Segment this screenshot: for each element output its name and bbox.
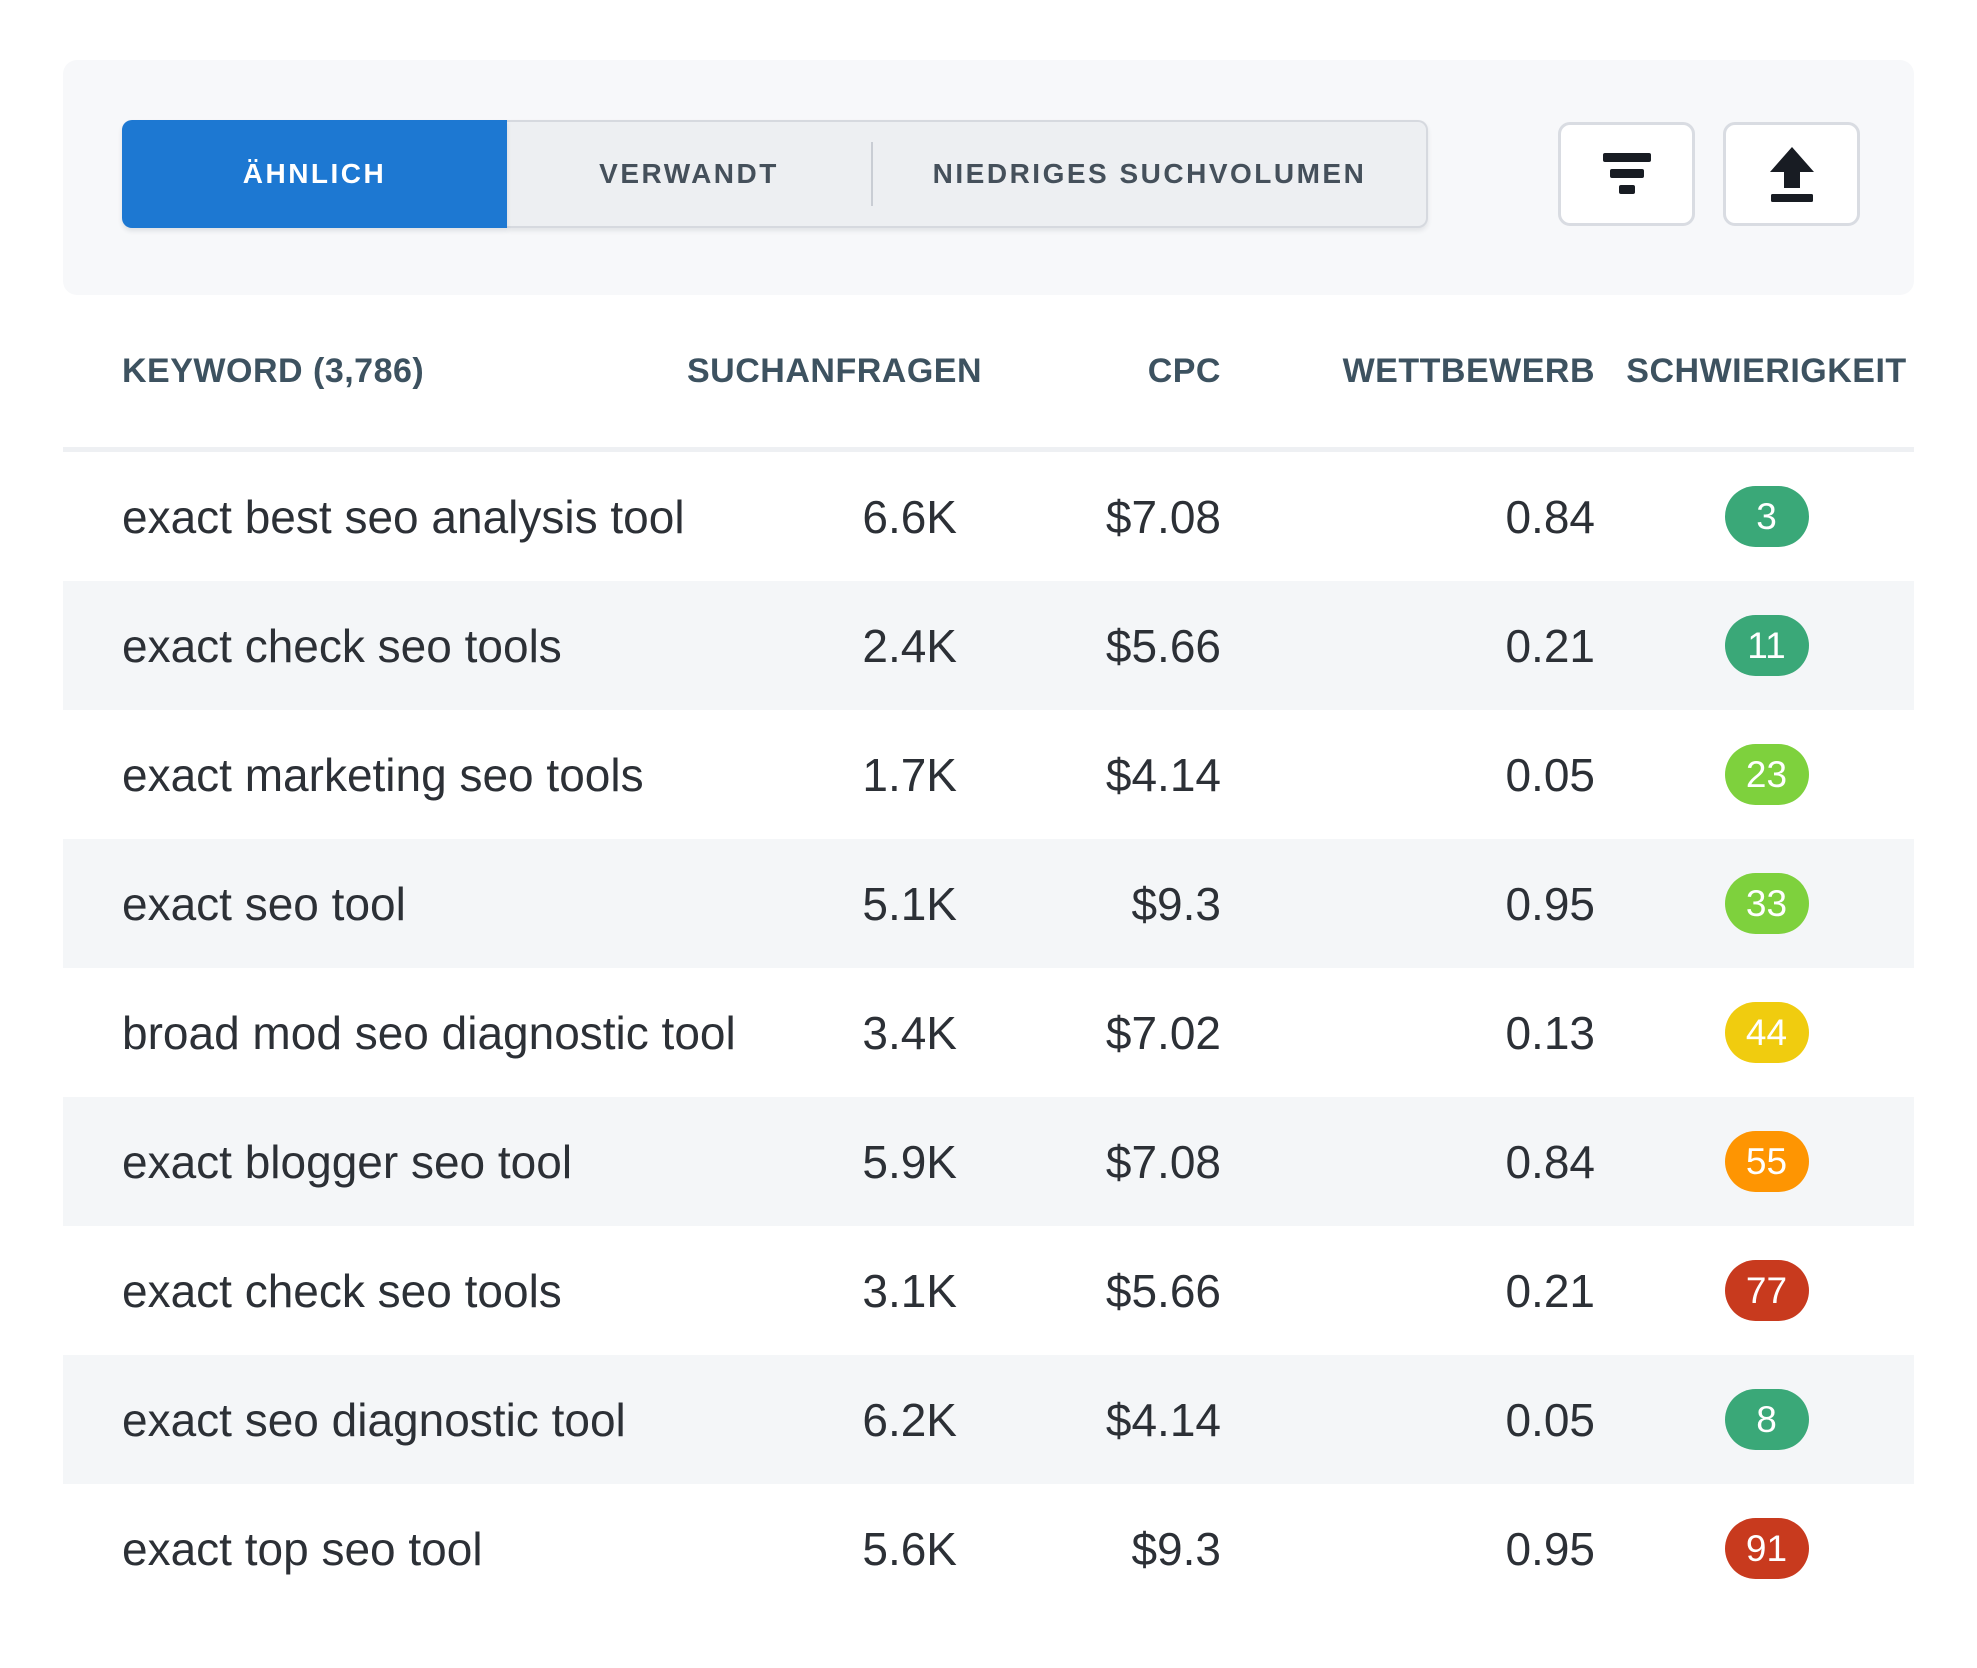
keyword-cell: exact seo tool [122,877,406,930]
table-row[interactable]: broad mod seo diagnostic tool 3.4K $7.02… [63,968,1914,1097]
tab-verwandt[interactable]: VERWANDT [599,158,779,189]
difficulty-badge: 23 [1724,744,1809,805]
cpc-cell: $7.02 [1105,1006,1221,1059]
difficulty-badge: 33 [1724,873,1809,934]
competition-cell: 0.21 [1505,1264,1595,1317]
column-header-keyword: KEYWORD (3,786) [122,351,425,390]
cpc-cell: $7.08 [1105,1135,1221,1188]
filter-button[interactable] [1558,122,1695,226]
cpc-cell: $5.66 [1105,619,1221,672]
tab-niedriges-suchvolumen[interactable]: NIEDRIGES SUCHVOLUMEN [932,158,1367,189]
keyword-cell: exact best seo analysis tool [122,490,685,543]
toolbar-panel: ÄHNLICH VERWANDT NIEDRIGES SUCHVOLUMEN [63,60,1914,295]
table-row[interactable]: exact top seo tool 5.6K $9.3 0.95 91 [63,1484,1914,1613]
cpc-cell: $9.3 [1131,877,1221,930]
keyword-cell: exact blogger seo tool [122,1135,573,1188]
volume-cell: 3.4K [862,1006,957,1059]
table-header: KEYWORD (3,786) SUCHANFRAGEN CPC WETTBEW… [63,295,1914,447]
difficulty-badge: 55 [1724,1131,1809,1192]
competition-cell: 0.05 [1505,748,1595,801]
export-button[interactable] [1723,122,1860,226]
cpc-cell: $9.3 [1131,1522,1221,1575]
competition-cell: 0.84 [1505,490,1595,543]
difficulty-badge: 11 [1724,615,1809,676]
tab-aehnlich[interactable]: ÄHNLICH [122,120,507,228]
table-row[interactable]: exact seo tool 5.1K $9.3 0.95 33 [63,839,1914,968]
column-header-schwierigkeit: SCHWIERIGKEIT [1626,351,1907,390]
difficulty-cell: 23 [1595,744,1914,805]
cpc-cell: $5.66 [1105,1264,1221,1317]
difficulty-cell: 33 [1595,873,1914,934]
keyword-cell: exact top seo tool [122,1522,483,1575]
difficulty-badge: 8 [1724,1389,1809,1450]
tab-divider [871,142,873,206]
competition-cell: 0.95 [1505,1522,1595,1575]
table-row[interactable]: exact check seo tools 2.4K $5.66 0.21 11 [63,581,1914,710]
volume-cell: 5.1K [862,877,957,930]
keyword-cell: exact check seo tools [122,1264,562,1317]
difficulty-cell: 91 [1595,1518,1914,1579]
difficulty-badge: 3 [1724,486,1809,547]
keyword-cell: broad mod seo diagnostic tool [122,1006,736,1059]
keyword-cell: exact seo diagnostic tool [122,1393,626,1446]
tab-group: VERWANDT NIEDRIGES SUCHVOLUMEN [507,120,1428,228]
difficulty-badge: 44 [1724,1002,1809,1063]
difficulty-cell: 44 [1595,1002,1914,1063]
competition-cell: 0.13 [1505,1006,1595,1059]
volume-cell: 5.9K [862,1135,957,1188]
difficulty-badge: 77 [1724,1260,1809,1321]
difficulty-cell: 8 [1595,1389,1914,1450]
keyword-cell: exact check seo tools [122,619,562,672]
competition-cell: 0.21 [1505,619,1595,672]
competition-cell: 0.05 [1505,1393,1595,1446]
table-row[interactable]: exact check seo tools 3.1K $5.66 0.21 77 [63,1226,1914,1355]
cpc-cell: $4.14 [1105,1393,1221,1446]
table-row[interactable]: exact blogger seo tool 5.9K $7.08 0.84 5… [63,1097,1914,1226]
competition-cell: 0.95 [1505,877,1595,930]
column-header-wettbewerb: WETTBEWERB [1342,351,1595,390]
tab-bar: ÄHNLICH VERWANDT NIEDRIGES SUCHVOLUMEN [122,120,1428,228]
difficulty-cell: 3 [1595,486,1914,547]
volume-cell: 3.1K [862,1264,957,1317]
table-row[interactable]: exact marketing seo tools 1.7K $4.14 0.0… [63,710,1914,839]
keyword-cell: exact marketing seo tools [122,748,644,801]
difficulty-cell: 55 [1595,1131,1914,1192]
cpc-cell: $7.08 [1105,490,1221,543]
competition-cell: 0.84 [1505,1135,1595,1188]
difficulty-cell: 11 [1595,615,1914,676]
table-body: exact best seo analysis tool 6.6K $7.08 … [63,447,1914,1613]
cpc-cell: $4.14 [1105,748,1221,801]
column-header-suchanfragen: SUCHANFRAGEN [687,351,982,390]
volume-cell: 2.4K [862,619,957,672]
table-row[interactable]: exact best seo analysis tool 6.6K $7.08 … [63,452,1914,581]
difficulty-cell: 77 [1595,1260,1914,1321]
upload-arrow-icon [1769,146,1815,202]
volume-cell: 6.6K [862,490,957,543]
volume-cell: 5.6K [862,1522,957,1575]
volume-cell: 1.7K [862,748,957,801]
volume-cell: 6.2K [862,1393,957,1446]
difficulty-badge: 91 [1724,1518,1809,1579]
table-row[interactable]: exact seo diagnostic tool 6.2K $4.14 0.0… [63,1355,1914,1484]
filter-lines-icon [1602,153,1652,195]
column-header-cpc: CPC [1147,351,1221,390]
